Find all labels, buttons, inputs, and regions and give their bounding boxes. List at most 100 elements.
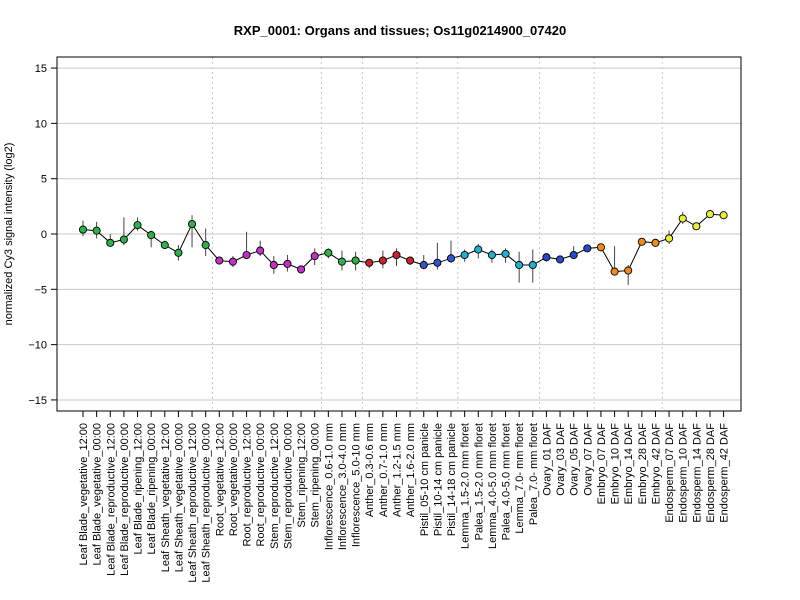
axes: −15 −10 −5 0 5 10 15 [28,63,725,417]
data-point [433,258,442,267]
x-tick-label: Pistil_10-14 cm panicle [432,423,444,536]
data-point [297,265,306,274]
x-tick-label: Endosperm_07 DAF [664,423,676,523]
data-point [147,231,156,240]
data-point [665,234,674,243]
data-point [215,256,224,265]
plot-frame [56,56,742,412]
data-point [651,238,660,247]
x-tick-label: Lemma_4.0-5.0 mm floret [487,423,499,549]
x-tick-label: Pistil_05-10 cm panicle [419,423,431,536]
data-point [337,257,347,266]
data-point [406,256,415,265]
grid-layer [57,67,741,401]
data-point [351,256,360,265]
data-point [283,259,292,268]
y-tick-label: 0 [41,229,47,241]
data-point [705,210,715,219]
data-point [160,241,169,250]
data-point [501,249,510,258]
x-tick-label: Leaf Blade_ripening_00:00 [146,423,158,555]
data-point [119,235,128,244]
data-point [556,255,565,264]
data-point [446,254,456,263]
x-tick-label: Palea_7.0- mm floret [528,423,540,525]
x-tick-label: Ovary_01 DAF [541,423,553,496]
x-tick-label: Palea_1.5-2.0 mm floret [473,423,485,540]
data-point [692,222,701,231]
data-point [637,237,646,246]
data-point [392,250,401,260]
x-tick-label: Leaf Sheath_reproductive_12:00 [187,423,199,583]
data-point [624,266,633,275]
data-point [242,250,251,260]
data-point [365,258,374,267]
x-tick-label: Root_reproductive_12:00 [242,423,254,547]
data-point [106,238,115,247]
x-tick-label: Ovary_03 DAF [555,423,567,496]
x-tick-label: Endosperm_42 DAF [719,423,731,523]
x-tick-label: Leaf Blade_vegetative_12:00 [78,423,90,566]
x-tick-label: Anther_1.2-1.5 mm [391,423,403,517]
x-tick-label: Lemma_1.5-2.0 mm floret [460,423,472,549]
data-point [610,267,619,276]
x-tick-label: Stem_reproductive_12:00 [269,423,281,549]
x-tick-label: Embryo_28 DAF [637,423,649,505]
data-point [515,260,524,270]
data-point [583,244,592,253]
data-point [528,260,537,270]
x-tick-label: Leaf Sheath_vegetative_00:00 [173,423,185,572]
x-tick-label: Embryo_14 DAF [623,423,635,505]
y-tick-label: 5 [41,174,47,186]
data-point [78,225,88,234]
x-tick-label: Root_reproductive_00:00 [255,423,267,547]
x-tick-labels: Leaf Blade_vegetative_12:00 Leaf Blade_ve… [78,423,731,583]
data-point [174,248,183,257]
x-tick-label: Embryo_42 DAF [650,423,662,505]
data-point [378,256,387,265]
data-point [92,226,101,235]
x-tick-label: Leaf Sheath_vegetative_12:00 [160,423,172,572]
chart-title: RXP_0001: Organs and tissues; Os11g02149… [234,23,566,38]
y-tick-label: −5 [34,284,47,296]
group-separators [211,57,663,411]
data-point [187,219,197,229]
data-point [310,252,319,261]
x-tick-label: Leaf Blade_ripening_12:00 [133,423,145,555]
x-tick-label: Endosperm_14 DAF [691,423,703,523]
data-point [133,221,142,230]
data-point [324,248,333,257]
x-tick-label: Anther_1.6-2.0 mm [405,423,417,517]
x-tick-label: Anther_0.7-1.0 mm [378,423,390,517]
data-point [487,250,496,260]
data-point [678,214,687,223]
x-tick-label: Embryo_10 DAF [610,423,622,505]
x-tick-label: Stem_reproductive_00:00 [282,423,294,549]
y-axis-label: normalized Cy3 signal intensity (log2) [3,143,15,326]
x-tick-label: Pistil_14-18 cm panicle [446,423,458,536]
data-point [201,241,210,250]
x-tick-label: Root_vegetative_12:00 [214,423,226,536]
data-point [269,260,278,270]
y-tick-label: 15 [35,63,47,75]
data-point [460,250,469,260]
x-tick-label: Leaf Sheath_reproductive_00:00 [201,423,213,583]
data-point [419,260,428,270]
x-tick-label: Palea_4.0-5.0 mm floret [501,423,513,540]
x-tick-label: Stem_ripening_12:00 [296,423,308,528]
x-tick-label: Inflorescence_3.0-4.0 mm [337,423,349,550]
x-tick-label: Leaf Blade_reproductive_12:00 [105,423,117,576]
data-point [596,243,605,252]
data-point [542,253,551,262]
data-points [78,210,728,276]
y-tick-label: −10 [28,340,47,352]
data-point [256,246,265,255]
x-tick-label: Inflorescence_0.6-1.0 mm [323,423,335,550]
x-tick-label: Leaf Blade_vegetative_00:00 [92,423,104,566]
x-tick-label: Lemma_7.0- mm floret [514,423,526,534]
x-tick-label: Endosperm_10 DAF [678,423,690,523]
x-tick-label: Endosperm_28 DAF [705,423,717,523]
data-point [228,257,237,266]
x-tick-label: Stem_ripening_00:00 [310,423,322,528]
